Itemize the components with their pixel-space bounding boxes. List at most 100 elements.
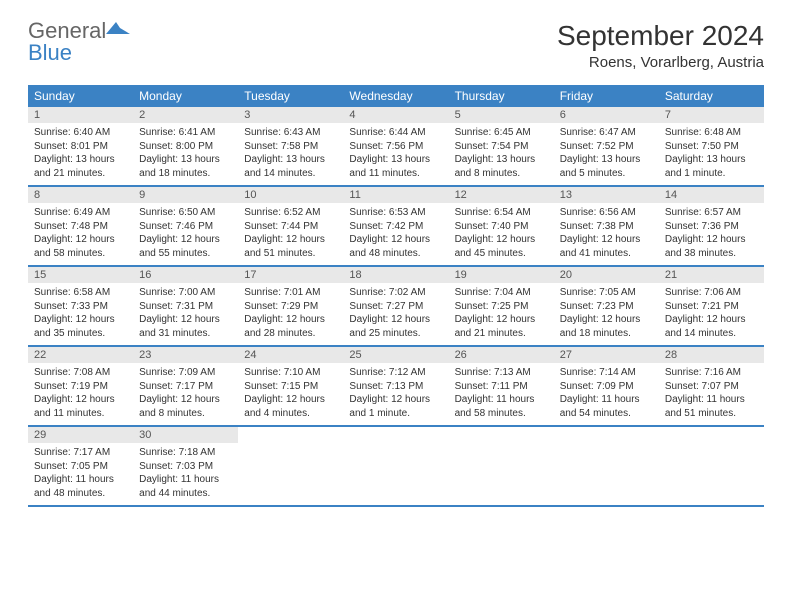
logo: General Blue [28, 20, 130, 64]
location: Roens, Vorarlberg, Austria [557, 54, 764, 71]
empty-cell [449, 427, 554, 505]
day-number: 14 [659, 187, 764, 203]
day-cell: 1Sunrise: 6:40 AMSunset: 8:01 PMDaylight… [28, 107, 133, 185]
day-number: 30 [133, 427, 238, 443]
day-cell: 17Sunrise: 7:01 AMSunset: 7:29 PMDayligh… [238, 267, 343, 345]
day-body: Sunrise: 6:58 AMSunset: 7:33 PMDaylight:… [28, 283, 133, 344]
day-body: Sunrise: 6:54 AMSunset: 7:40 PMDaylight:… [449, 203, 554, 264]
day-number: 12 [449, 187, 554, 203]
day-cell: 2Sunrise: 6:41 AMSunset: 8:00 PMDaylight… [133, 107, 238, 185]
day-number: 4 [343, 107, 448, 123]
day-cell: 5Sunrise: 6:45 AMSunset: 7:54 PMDaylight… [449, 107, 554, 185]
day-number: 24 [238, 347, 343, 363]
day-number: 2 [133, 107, 238, 123]
day-header: Friday [554, 85, 659, 107]
day-number: 11 [343, 187, 448, 203]
day-number: 3 [238, 107, 343, 123]
day-number: 8 [28, 187, 133, 203]
day-body: Sunrise: 7:05 AMSunset: 7:23 PMDaylight:… [554, 283, 659, 344]
day-cell: 3Sunrise: 6:43 AMSunset: 7:58 PMDaylight… [238, 107, 343, 185]
header: General Blue September 2024 Roens, Vorar… [28, 20, 764, 71]
day-body: Sunrise: 7:10 AMSunset: 7:15 PMDaylight:… [238, 363, 343, 424]
logo-mark-icon [106, 20, 130, 38]
day-cell: 25Sunrise: 7:12 AMSunset: 7:13 PMDayligh… [343, 347, 448, 425]
day-cell: 19Sunrise: 7:04 AMSunset: 7:25 PMDayligh… [449, 267, 554, 345]
day-cell: 8Sunrise: 6:49 AMSunset: 7:48 PMDaylight… [28, 187, 133, 265]
day-body: Sunrise: 6:41 AMSunset: 8:00 PMDaylight:… [133, 123, 238, 184]
day-number: 28 [659, 347, 764, 363]
empty-cell [238, 427, 343, 505]
day-header: Thursday [449, 85, 554, 107]
day-body: Sunrise: 7:17 AMSunset: 7:05 PMDaylight:… [28, 443, 133, 504]
day-body: Sunrise: 6:53 AMSunset: 7:42 PMDaylight:… [343, 203, 448, 264]
day-number: 1 [28, 107, 133, 123]
day-number: 23 [133, 347, 238, 363]
day-number: 21 [659, 267, 764, 283]
day-number: 16 [133, 267, 238, 283]
day-body: Sunrise: 7:06 AMSunset: 7:21 PMDaylight:… [659, 283, 764, 344]
day-cell: 30Sunrise: 7:18 AMSunset: 7:03 PMDayligh… [133, 427, 238, 505]
day-header: Monday [133, 85, 238, 107]
day-cell: 16Sunrise: 7:00 AMSunset: 7:31 PMDayligh… [133, 267, 238, 345]
day-cell: 12Sunrise: 6:54 AMSunset: 7:40 PMDayligh… [449, 187, 554, 265]
day-number: 6 [554, 107, 659, 123]
day-cell: 24Sunrise: 7:10 AMSunset: 7:15 PMDayligh… [238, 347, 343, 425]
day-cell: 29Sunrise: 7:17 AMSunset: 7:05 PMDayligh… [28, 427, 133, 505]
day-number: 27 [554, 347, 659, 363]
day-header: Wednesday [343, 85, 448, 107]
day-body: Sunrise: 7:00 AMSunset: 7:31 PMDaylight:… [133, 283, 238, 344]
day-number: 26 [449, 347, 554, 363]
day-body: Sunrise: 7:08 AMSunset: 7:19 PMDaylight:… [28, 363, 133, 424]
day-cell: 7Sunrise: 6:48 AMSunset: 7:50 PMDaylight… [659, 107, 764, 185]
day-cell: 26Sunrise: 7:13 AMSunset: 7:11 PMDayligh… [449, 347, 554, 425]
day-body: Sunrise: 7:01 AMSunset: 7:29 PMDaylight:… [238, 283, 343, 344]
day-number: 22 [28, 347, 133, 363]
day-headers: SundayMondayTuesdayWednesdayThursdayFrid… [28, 85, 764, 107]
day-body: Sunrise: 6:50 AMSunset: 7:46 PMDaylight:… [133, 203, 238, 264]
day-cell: 27Sunrise: 7:14 AMSunset: 7:09 PMDayligh… [554, 347, 659, 425]
week-row: 1Sunrise: 6:40 AMSunset: 8:01 PMDaylight… [28, 107, 764, 187]
day-header: Saturday [659, 85, 764, 107]
day-number: 10 [238, 187, 343, 203]
day-cell: 14Sunrise: 6:57 AMSunset: 7:36 PMDayligh… [659, 187, 764, 265]
day-body: Sunrise: 7:02 AMSunset: 7:27 PMDaylight:… [343, 283, 448, 344]
day-number: 29 [28, 427, 133, 443]
day-number: 13 [554, 187, 659, 203]
day-cell: 20Sunrise: 7:05 AMSunset: 7:23 PMDayligh… [554, 267, 659, 345]
day-body: Sunrise: 7:18 AMSunset: 7:03 PMDaylight:… [133, 443, 238, 504]
day-cell: 4Sunrise: 6:44 AMSunset: 7:56 PMDaylight… [343, 107, 448, 185]
day-cell: 28Sunrise: 7:16 AMSunset: 7:07 PMDayligh… [659, 347, 764, 425]
calendar: SundayMondayTuesdayWednesdayThursdayFrid… [28, 85, 764, 507]
logo-text: General Blue [28, 20, 130, 64]
day-body: Sunrise: 6:47 AMSunset: 7:52 PMDaylight:… [554, 123, 659, 184]
day-body: Sunrise: 6:45 AMSunset: 7:54 PMDaylight:… [449, 123, 554, 184]
day-number: 20 [554, 267, 659, 283]
day-body: Sunrise: 6:52 AMSunset: 7:44 PMDaylight:… [238, 203, 343, 264]
weeks-container: 1Sunrise: 6:40 AMSunset: 8:01 PMDaylight… [28, 107, 764, 507]
day-number: 15 [28, 267, 133, 283]
empty-cell [659, 427, 764, 505]
day-cell: 15Sunrise: 6:58 AMSunset: 7:33 PMDayligh… [28, 267, 133, 345]
day-cell: 13Sunrise: 6:56 AMSunset: 7:38 PMDayligh… [554, 187, 659, 265]
day-cell: 9Sunrise: 6:50 AMSunset: 7:46 PMDaylight… [133, 187, 238, 265]
day-cell: 6Sunrise: 6:47 AMSunset: 7:52 PMDaylight… [554, 107, 659, 185]
day-number: 25 [343, 347, 448, 363]
empty-cell [554, 427, 659, 505]
day-body: Sunrise: 6:40 AMSunset: 8:01 PMDaylight:… [28, 123, 133, 184]
week-row: 29Sunrise: 7:17 AMSunset: 7:05 PMDayligh… [28, 427, 764, 507]
day-number: 17 [238, 267, 343, 283]
day-number: 5 [449, 107, 554, 123]
title-block: September 2024 Roens, Vorarlberg, Austri… [557, 20, 764, 71]
day-body: Sunrise: 7:14 AMSunset: 7:09 PMDaylight:… [554, 363, 659, 424]
day-number: 19 [449, 267, 554, 283]
week-row: 15Sunrise: 6:58 AMSunset: 7:33 PMDayligh… [28, 267, 764, 347]
day-cell: 10Sunrise: 6:52 AMSunset: 7:44 PMDayligh… [238, 187, 343, 265]
day-number: 9 [133, 187, 238, 203]
day-header: Sunday [28, 85, 133, 107]
day-cell: 21Sunrise: 7:06 AMSunset: 7:21 PMDayligh… [659, 267, 764, 345]
day-body: Sunrise: 6:44 AMSunset: 7:56 PMDaylight:… [343, 123, 448, 184]
week-row: 22Sunrise: 7:08 AMSunset: 7:19 PMDayligh… [28, 347, 764, 427]
week-row: 8Sunrise: 6:49 AMSunset: 7:48 PMDaylight… [28, 187, 764, 267]
day-cell: 11Sunrise: 6:53 AMSunset: 7:42 PMDayligh… [343, 187, 448, 265]
day-body: Sunrise: 7:09 AMSunset: 7:17 PMDaylight:… [133, 363, 238, 424]
